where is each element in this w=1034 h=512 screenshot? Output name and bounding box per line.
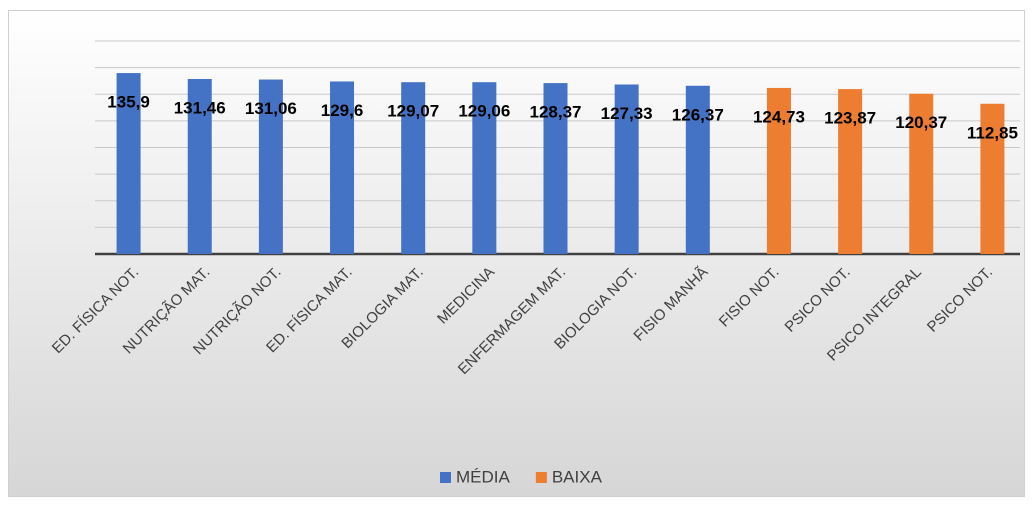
bar — [116, 73, 141, 254]
legend-swatch — [535, 472, 547, 483]
bar — [980, 103, 1005, 255]
bar — [401, 82, 426, 254]
value-label: 123,87 — [824, 109, 876, 128]
value-label: 112,85 — [967, 123, 1018, 142]
bar — [187, 78, 212, 255]
bar — [258, 79, 283, 255]
bar — [543, 83, 568, 254]
value-label: 129,06 — [458, 102, 510, 121]
legend-label: MÉDIA — [456, 467, 511, 486]
value-label: 124,73 — [753, 107, 805, 126]
value-label: 120,37 — [895, 113, 947, 132]
value-label: 131,06 — [245, 99, 297, 118]
value-label: 135,9 — [107, 93, 150, 112]
legend-label: BAIXA — [552, 467, 603, 486]
value-label: 128,37 — [530, 103, 582, 122]
bar — [472, 82, 497, 254]
bar — [614, 84, 639, 254]
value-label: 129,6 — [321, 101, 364, 120]
bar — [909, 93, 934, 254]
legend-swatch — [440, 472, 451, 483]
bar — [838, 89, 863, 255]
value-label: 129,07 — [387, 102, 439, 121]
value-label: 131,46 — [174, 98, 226, 117]
bar — [766, 87, 791, 254]
bar — [685, 85, 710, 255]
value-label: 126,37 — [672, 105, 724, 124]
bar — [330, 81, 355, 254]
value-label: 127,33 — [601, 104, 653, 123]
